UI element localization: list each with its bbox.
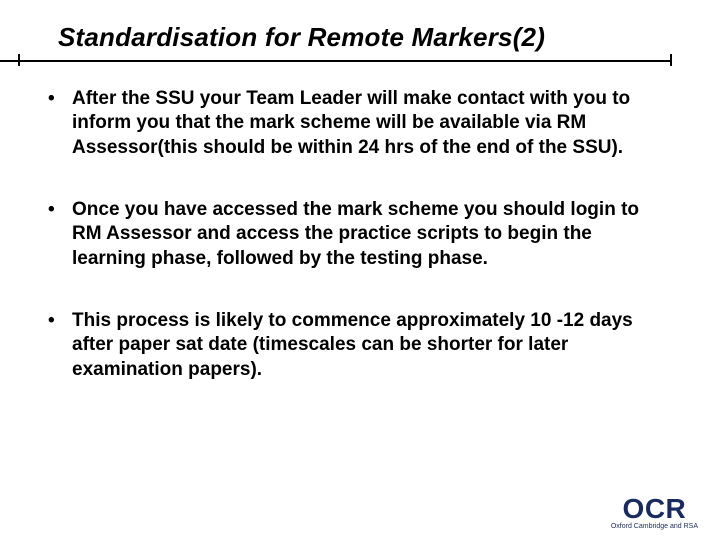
logo-main-text: OCR: [611, 493, 698, 525]
brand-logo: OCR Oxford Cambridge and RSA: [611, 493, 698, 530]
slide-title: Standardisation for Remote Markers(2): [58, 22, 680, 53]
list-item: After the SSU your Team Leader will make…: [72, 87, 666, 160]
list-item: This process is likely to commence appro…: [72, 309, 666, 382]
logo-sub-text: Oxford Cambridge and RSA: [611, 523, 698, 530]
title-tick-right: [670, 54, 672, 66]
list-item: Once you have accessed the mark scheme y…: [72, 198, 666, 271]
bullet-list: After the SSU your Team Leader will make…: [72, 87, 666, 382]
title-underline: [0, 60, 672, 62]
title-area: Standardisation for Remote Markers(2): [0, 0, 720, 53]
slide: Standardisation for Remote Markers(2) Af…: [0, 0, 720, 540]
slide-body: After the SSU your Team Leader will make…: [0, 53, 720, 382]
title-tick-left: [18, 54, 20, 66]
